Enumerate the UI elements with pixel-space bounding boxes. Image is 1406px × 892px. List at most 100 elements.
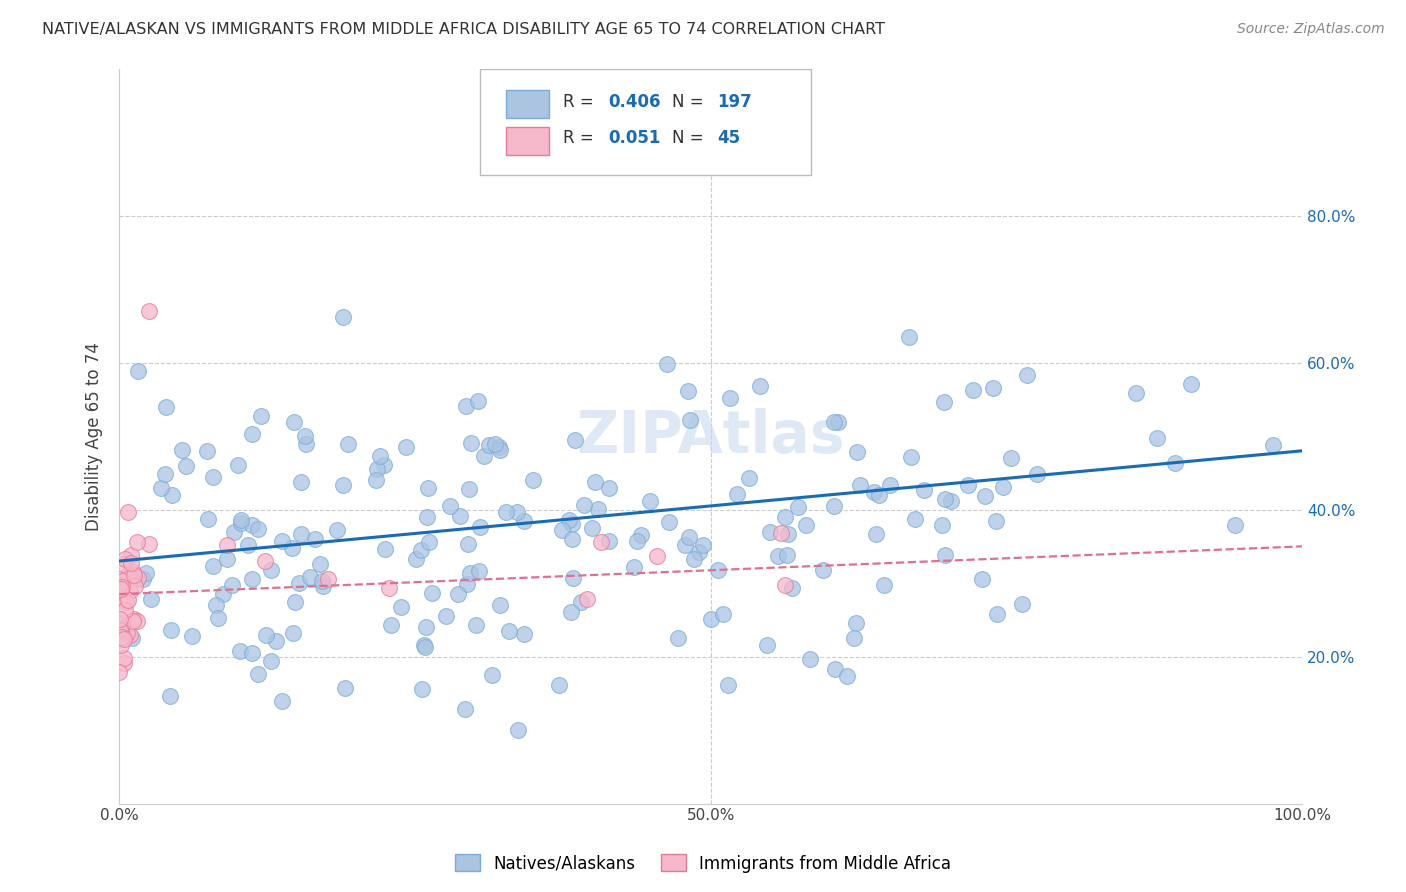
Point [254,554,277,568]
Point [195,443,218,458]
Point [769,526,792,541]
Bar [506,127,548,154]
Point [962,384,984,398]
Point [409,542,432,557]
Point [879,478,901,492]
Point [368,450,391,464]
Point [506,723,529,738]
Point [846,445,869,459]
Point [970,573,993,587]
Point [450,508,472,523]
Point [981,381,1004,395]
Point [170,442,193,457]
Point [122,567,145,582]
Point [1261,438,1284,452]
Point [266,634,288,648]
Point [135,566,157,580]
Point [845,615,868,630]
Text: R =: R = [562,93,593,111]
Point [904,512,927,526]
Point [240,572,263,586]
Point [799,651,821,665]
Point [118,628,141,642]
Point [110,622,132,636]
Point [464,617,486,632]
Point [290,475,312,489]
Point [700,612,723,626]
Point [197,512,219,526]
Legend: Natives/Alaskans, Immigrants from Middle Africa: Natives/Alaskans, Immigrants from Middle… [449,847,957,880]
Text: 45: 45 [717,129,740,147]
Point [260,563,283,577]
Point [1015,368,1038,383]
Point [247,522,270,536]
Point [110,620,132,634]
Point [725,487,748,501]
Point [823,415,845,429]
Point [786,500,808,515]
Point [898,330,921,344]
Point [941,494,963,508]
Point [411,682,433,697]
Point [835,669,858,683]
Point [557,513,579,527]
Point [117,593,139,607]
Point [478,438,501,452]
Point [326,523,349,537]
Point [434,608,457,623]
Point [108,612,131,626]
Point [522,473,544,487]
Point [240,427,263,442]
Point [231,513,253,527]
Point [405,551,427,566]
Point [413,639,436,653]
Point [283,416,305,430]
Point [513,515,536,529]
Point [121,632,143,646]
Point [413,640,436,654]
Point [112,632,135,646]
Point [1164,456,1187,470]
Point [229,516,252,530]
Point [112,651,135,665]
Point [794,518,817,533]
Point [932,395,955,409]
Point [707,563,730,577]
Point [108,623,131,637]
Text: 197: 197 [717,93,752,111]
Point [366,462,388,476]
Text: N =: N = [672,93,703,111]
Point [336,436,359,450]
Point [120,556,142,570]
Point [153,467,176,482]
Point [298,570,321,584]
FancyBboxPatch shape [481,69,811,175]
Point [283,626,305,640]
Point [688,544,710,558]
Point [415,619,437,633]
Point [236,538,259,552]
Point [162,487,184,501]
Point [780,581,803,595]
Point [569,595,592,609]
Point [117,505,139,519]
Point [125,535,148,549]
Point [115,626,138,640]
Point [547,678,569,692]
Point [250,409,273,424]
Point [454,702,477,716]
Point [132,572,155,586]
Point [121,565,143,579]
Point [588,502,610,516]
Point [121,614,143,628]
Point [673,537,696,551]
Point [759,524,782,539]
Point [498,624,520,639]
Point [281,541,304,556]
Point [260,654,283,668]
Point [626,533,648,548]
Point [114,603,136,617]
Point [247,667,270,681]
Point [112,657,135,671]
Point [623,559,645,574]
